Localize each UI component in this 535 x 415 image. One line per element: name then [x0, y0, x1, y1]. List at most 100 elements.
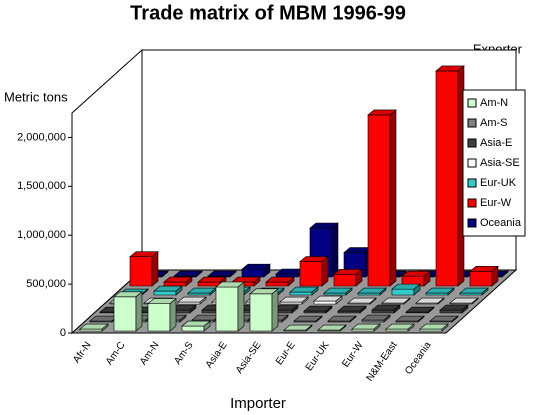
bar-side: [389, 109, 397, 287]
bar-front: [129, 256, 153, 287]
legend-swatch: [467, 138, 477, 148]
bar-front: [197, 281, 221, 287]
bar-side: [369, 297, 377, 305]
bar-front: [469, 271, 493, 287]
bar-side: [237, 281, 245, 332]
bar-side: [349, 315, 357, 323]
bar-front: [289, 291, 313, 296]
legend-label: Eur-W: [480, 197, 512, 209]
legend-swatch: [467, 158, 477, 168]
bar-side: [189, 304, 197, 314]
bar-side: [311, 286, 319, 296]
legend-swatch: [467, 198, 477, 208]
bar-side: [301, 296, 309, 305]
bar-side: [203, 320, 211, 332]
x-axis-label: Importer: [230, 395, 286, 412]
y-tick-label: 1,500,000: [17, 180, 66, 192]
bar-side: [281, 314, 289, 323]
bar-front: [439, 309, 463, 314]
bar-side: [179, 314, 187, 323]
bar-side: [291, 304, 299, 314]
bar-front: [241, 268, 265, 278]
bar: [327, 315, 357, 323]
bar-side: [305, 324, 313, 332]
bar: [173, 270, 203, 278]
bar: [147, 297, 177, 332]
bar-side: [135, 291, 143, 332]
bar: [405, 306, 435, 314]
bar: [153, 285, 183, 296]
bar-side: [101, 323, 109, 332]
y-tick-label: 0: [60, 327, 66, 339]
legend-label: Oceania: [480, 217, 522, 229]
bar-side: [325, 305, 333, 314]
bar: [293, 315, 323, 323]
bar: [241, 263, 271, 278]
bar-side: [195, 270, 203, 278]
bar-front: [367, 114, 391, 287]
bar: [395, 315, 425, 323]
bar-side: [229, 270, 237, 278]
bar-side: [315, 315, 323, 323]
bar: [113, 291, 143, 332]
bar: [367, 109, 397, 287]
bar-side: [253, 276, 261, 287]
legend-swatch: [467, 218, 477, 228]
bar-side: [331, 222, 339, 278]
bar: [289, 286, 319, 296]
bar: [299, 255, 329, 287]
legend-label: Eur-UK: [480, 177, 517, 189]
bar: [265, 276, 295, 287]
bar-front: [391, 288, 415, 296]
y-tick-label: 1,000,000: [17, 229, 66, 241]
bar-side: [471, 297, 479, 305]
bar: [425, 287, 455, 296]
bar-side: [199, 296, 207, 305]
legend-swatch: [467, 98, 477, 108]
bar: [449, 297, 479, 305]
bar: [415, 297, 445, 305]
bar-front: [153, 290, 177, 296]
bar-side: [339, 324, 347, 332]
bar-front: [313, 300, 337, 305]
bar: [279, 296, 309, 305]
bar: [391, 283, 421, 296]
legend-label: Am-S: [480, 117, 508, 129]
bar-side: [501, 270, 509, 278]
legend-swatch: [467, 118, 477, 128]
bar: [177, 296, 207, 305]
bar-side: [403, 297, 411, 305]
bar: [419, 323, 449, 332]
bar: [303, 305, 333, 314]
bar-side: [393, 304, 401, 314]
bar-side: [287, 276, 295, 287]
bar-side: [345, 287, 353, 296]
bar: [79, 323, 109, 332]
y-axis-label: Metric tons: [4, 89, 68, 104]
bar-side: [491, 265, 499, 287]
bar: [333, 268, 363, 287]
bar: [435, 65, 465, 287]
bar-side: [175, 285, 183, 296]
bar: [385, 323, 415, 332]
bar-front: [147, 303, 171, 332]
bar-side: [407, 323, 415, 332]
bar-front: [215, 286, 239, 332]
bar-side: [359, 305, 367, 314]
bar: [357, 287, 387, 296]
bar: [181, 320, 211, 332]
bar: [439, 304, 469, 314]
bar-side: [461, 304, 469, 314]
bar-side: [185, 276, 193, 287]
bar: [317, 324, 347, 332]
bar-front: [333, 273, 357, 287]
bar-side: [423, 270, 431, 287]
bar: [313, 295, 343, 305]
bar: [283, 324, 313, 332]
bar-side: [417, 315, 425, 323]
bar-front: [249, 293, 273, 332]
bar-side: [383, 314, 391, 323]
bar: [459, 287, 489, 296]
chart-title: Trade matrix of MBM 1996-99: [130, 2, 406, 24]
